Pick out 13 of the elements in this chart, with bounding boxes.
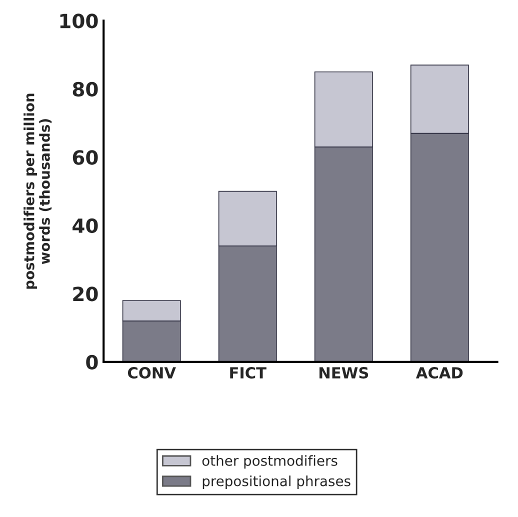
x-tick-label: FICT — [230, 367, 266, 379]
y-axis-title: postmodifiers per million words (thousands) — [24, 94, 52, 289]
legend-label: prepositional phrases — [202, 476, 350, 489]
x-tick-label: NEWS — [320, 367, 368, 379]
y-tick-label: 40 — [72, 218, 98, 234]
x-tick-label: ACAD — [416, 367, 463, 379]
y-tick-label: 60 — [72, 150, 98, 165]
y-tick-label: 0 — [86, 354, 98, 370]
y-tick-label: 100 — [60, 14, 98, 28]
legend-label: other postmodifiers — [202, 455, 338, 469]
y-tick-label: 20 — [73, 286, 98, 302]
x-tick-label: CONV — [128, 367, 176, 379]
y-tick-label: 80 — [72, 82, 98, 97]
